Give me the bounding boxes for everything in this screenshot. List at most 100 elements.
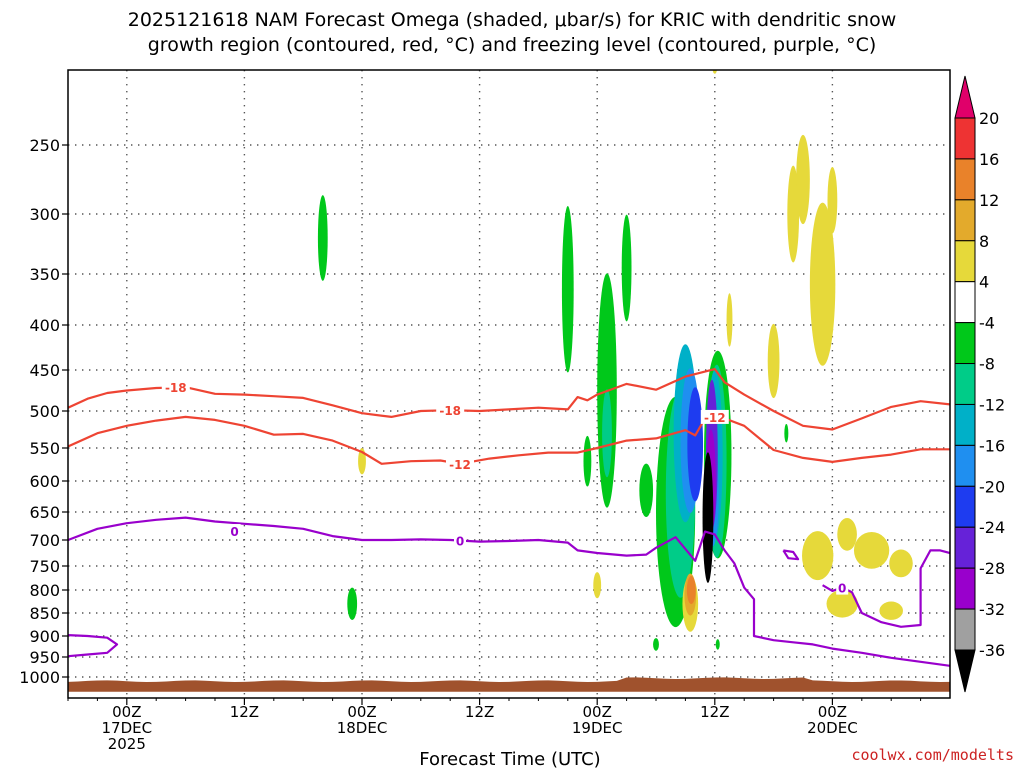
omega-shade-region <box>837 518 857 551</box>
grid-lines <box>68 70 950 698</box>
colorbar-tick-label: -20 <box>979 477 1005 496</box>
contour-label-bg <box>161 380 190 395</box>
contour-label-bg <box>436 403 465 418</box>
omega-shade-region <box>787 165 800 263</box>
x-tick-label: 00Z <box>818 703 847 721</box>
omega-shade-region <box>784 423 789 443</box>
omega-shade-region <box>358 448 366 475</box>
colorbar-segment <box>954 363 976 405</box>
contour-label: 0 <box>456 535 464 549</box>
contour-line-dendritic-upper <box>68 368 950 431</box>
x-tick-label: 12Z <box>465 703 494 721</box>
colorbar-tick-label: -4 <box>979 314 995 333</box>
colorbar-segment <box>954 485 976 528</box>
colorbar-tick-label: -32 <box>979 600 1005 619</box>
x-axis-label: Forecast Time (UTC) <box>419 749 600 768</box>
contour-label-bg <box>446 456 474 471</box>
omega-shade-region <box>686 575 696 605</box>
omega-shade-region <box>726 293 733 347</box>
omega-shade-region <box>715 639 720 650</box>
colorbar-top-arrow <box>954 75 976 119</box>
omega-shading <box>317 70 913 651</box>
temperature-contours <box>68 368 950 667</box>
y-tick-label: 650 <box>29 503 60 522</box>
colorbar-segment <box>954 322 976 365</box>
colorbar-segment <box>954 199 976 242</box>
colorbar: 20 16 12 8 4 -4 -8 -12 -16 -20 -24 -28 -32 -36 <box>954 75 1005 693</box>
y-tick-label: 400 <box>29 316 60 335</box>
omega-shade-region <box>317 195 328 281</box>
omega-shade-region <box>809 202 836 366</box>
y-tick-label: 550 <box>29 439 60 458</box>
colorbar-tick-label: -28 <box>979 559 1005 578</box>
colorbar-segment <box>954 158 976 201</box>
y-tick-label: 850 <box>29 604 60 623</box>
omega-shade-region <box>712 70 717 74</box>
colorbar-segment <box>954 608 976 651</box>
contour-label: 0 <box>838 582 846 596</box>
colorbar-segment <box>954 240 976 283</box>
y-tick-label: 300 <box>29 205 60 224</box>
x-tick-label: 00Z <box>347 703 376 721</box>
y-tick-label: 750 <box>29 557 60 576</box>
colorbar-tick-label: -36 <box>979 641 1005 660</box>
contour-line-dendritic-lower <box>68 415 950 465</box>
omega-shade-region <box>853 532 890 569</box>
colorbar-segment <box>954 526 976 569</box>
x-tick-label: 20DEC <box>807 719 858 737</box>
contour-label: -18 <box>165 381 187 395</box>
ground-surface <box>68 677 950 692</box>
y-tick-label: 250 <box>29 136 60 155</box>
contour-labels: -18 -18 -12 -12 0 0 0 <box>161 380 849 596</box>
y-tick-label: 950 <box>29 648 60 667</box>
contour-label: -12 <box>449 458 471 472</box>
colorbar-tick-label: 16 <box>979 150 999 169</box>
omega-shade-region <box>796 134 810 225</box>
contour-label: -18 <box>439 404 461 418</box>
y-tick-label: 350 <box>29 265 60 284</box>
x-tick-label: 19DEC <box>572 719 623 737</box>
colorbar-tick-label: 8 <box>979 232 989 251</box>
x-tick-label: 18DEC <box>337 719 388 737</box>
colorbar-segment <box>954 281 976 324</box>
ground-band <box>68 677 950 692</box>
contour-label-bg <box>228 524 241 539</box>
omega-shade-region <box>687 387 704 502</box>
y-tick-label: 1000 <box>19 668 60 687</box>
omega-shade-region <box>889 549 913 578</box>
contour-label: -12 <box>704 411 726 425</box>
y-tick-label: 500 <box>29 402 60 421</box>
omega-shade-region <box>826 590 858 618</box>
contour-label: 0 <box>230 525 238 539</box>
omega-shade-region <box>561 206 574 373</box>
colorbar-tick-label: -8 <box>979 355 995 374</box>
colorbar-segment <box>954 567 976 610</box>
omega-shade-region <box>879 601 903 620</box>
contour-line-freezing-main <box>68 516 950 667</box>
omega-shade-region <box>602 389 612 478</box>
omega-shade-region <box>621 214 632 322</box>
colorbar-tick-label: 20 <box>979 109 999 128</box>
omega-shade-region <box>593 572 602 599</box>
colorbar-segment <box>954 444 976 487</box>
colorbar-tick-label: -16 <box>979 436 1005 455</box>
contour-line-freezing-low-left <box>68 634 119 658</box>
omega-shade-region <box>767 323 780 399</box>
x-tick-label: 00Z <box>583 703 612 721</box>
y-tick-label: 900 <box>29 627 60 646</box>
x-tick-label: 12Z <box>700 703 729 721</box>
x-tick-label: 12Z <box>230 703 259 721</box>
contour-label-bg <box>836 580 849 595</box>
colorbar-tick-label: -12 <box>979 395 1005 414</box>
contour-label-bg <box>700 409 729 424</box>
y-tick-label: 600 <box>29 472 60 491</box>
omega-shade-region <box>653 638 659 651</box>
y-tick-label: 800 <box>29 581 60 600</box>
omega-shade-region <box>827 167 838 234</box>
omega-shade-region <box>802 531 834 581</box>
omega-shade-region <box>583 435 592 487</box>
contour-line-freezing-small-hook <box>782 549 800 561</box>
omega-shade-region <box>639 463 654 517</box>
